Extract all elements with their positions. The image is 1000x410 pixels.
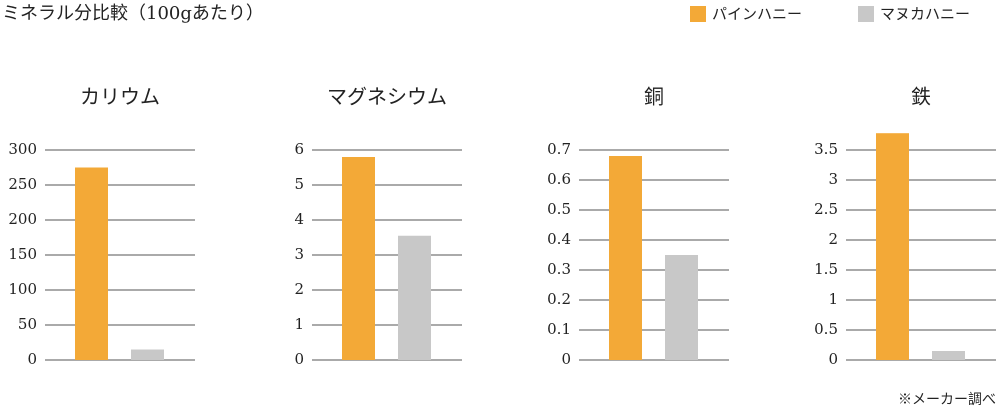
y-tick-label: 2 — [294, 280, 304, 298]
y-tick-label: 0.7 — [547, 140, 571, 158]
panel-title: 鉄 — [911, 85, 931, 109]
y-tick-label: 0 — [294, 350, 304, 368]
y-tick-label: 50 — [18, 315, 37, 333]
bar — [609, 156, 642, 360]
note: ※メーカー調べ — [898, 392, 996, 408]
bar — [75, 167, 108, 360]
y-tick-label: 3 — [294, 245, 304, 263]
y-tick-label: 250 — [8, 175, 37, 193]
legend-label: パインハニー — [712, 5, 802, 23]
y-tick-label: 0 — [828, 350, 838, 368]
y-tick-label: 3 — [828, 170, 838, 188]
y-tick-label: 0.3 — [547, 260, 571, 278]
legend-label: マヌカハニー — [880, 5, 970, 23]
bar — [342, 157, 375, 360]
y-tick-label: 5 — [294, 175, 304, 193]
legend-swatch — [858, 6, 874, 22]
page-title: ミネラル分比較（100gあたり） — [2, 3, 264, 24]
y-tick-label: 0.1 — [547, 320, 571, 338]
bar — [665, 255, 698, 360]
y-tick-label: 300 — [8, 140, 37, 158]
y-tick-label: 0.4 — [547, 230, 571, 248]
legend-swatch — [690, 6, 706, 22]
y-tick-label: 1 — [828, 290, 838, 308]
y-tick-label: 2.5 — [814, 200, 838, 218]
y-tick-label: 1.5 — [814, 260, 838, 278]
bar — [131, 349, 164, 360]
bar — [876, 133, 909, 360]
bar — [398, 235, 431, 360]
y-tick-label: 0.5 — [547, 200, 571, 218]
y-tick-label: 0.6 — [547, 170, 571, 188]
y-tick-label: 0.5 — [814, 320, 838, 338]
y-tick-label: 0 — [27, 350, 37, 368]
panel-title: マグネシウム — [327, 85, 447, 109]
y-tick-label: 1 — [294, 315, 304, 333]
y-tick-label: 6 — [294, 140, 304, 158]
y-tick-label: 100 — [8, 280, 37, 298]
y-tick-label: 4 — [294, 210, 304, 228]
panel-title: 銅 — [644, 85, 664, 109]
bar — [932, 351, 965, 360]
y-tick-label: 3.5 — [814, 140, 838, 158]
y-tick-label: 0.2 — [547, 290, 571, 308]
y-tick-label: 0 — [561, 350, 571, 368]
y-tick-label: 200 — [8, 210, 37, 228]
y-tick-label: 150 — [8, 245, 37, 263]
panel-title: カリウム — [80, 85, 160, 109]
y-tick-label: 2 — [828, 230, 838, 248]
